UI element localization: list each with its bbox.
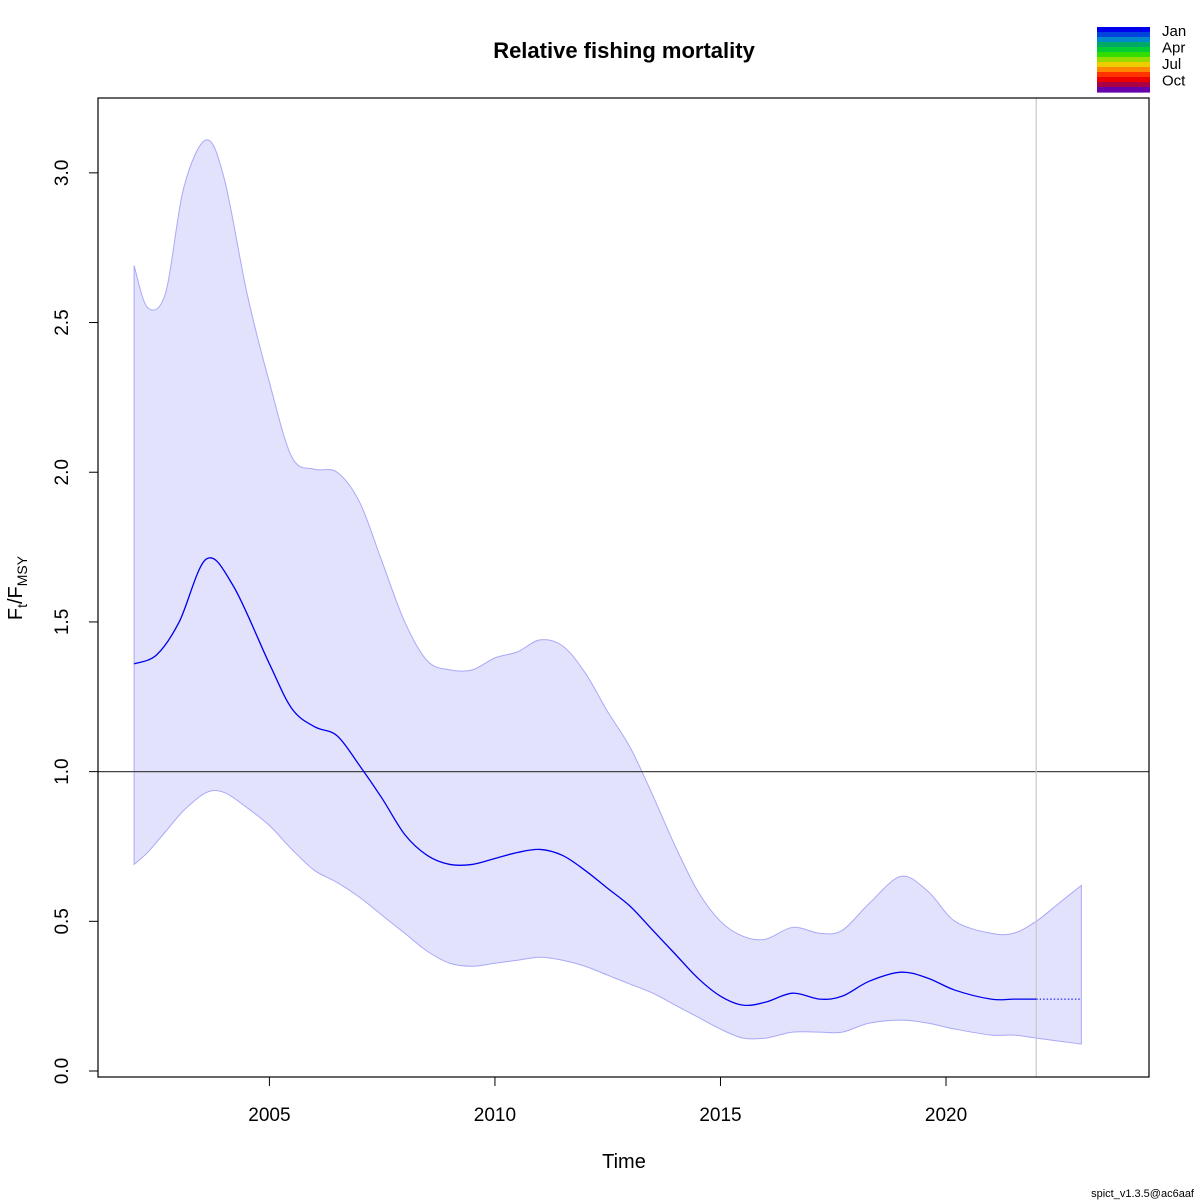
legend-swatch (1097, 47, 1150, 53)
y-tick-label: 2.5 (52, 309, 73, 335)
legend-swatch (1097, 82, 1150, 88)
legend-swatch (1097, 52, 1150, 58)
y-tick-label: 0.5 (52, 908, 73, 934)
x-tick-label: 2020 (925, 1105, 967, 1126)
x-tick-label: 2010 (474, 1105, 516, 1126)
x-axis: 2005 2010 2015 2020 (248, 1076, 967, 1126)
chart-title: Relative fishing mortality (493, 38, 755, 63)
y-tick-label: 1.0 (52, 758, 73, 784)
y-tick-label: 2.0 (52, 459, 73, 485)
x-tick-label: 2015 (699, 1105, 741, 1126)
y-tick-label: 3.0 (52, 160, 73, 186)
legend-swatch (1097, 32, 1150, 38)
legend-swatch (1097, 42, 1150, 48)
legend-swatch (1097, 57, 1150, 63)
legend-swatch (1097, 77, 1150, 83)
plot-area (97, 97, 1150, 1078)
legend-label: Oct (1162, 73, 1186, 90)
legend-label: Apr (1162, 40, 1185, 57)
legend-swatch (1097, 67, 1150, 73)
confidence-band (133, 139, 1082, 1045)
legend-swatch (1097, 87, 1150, 93)
estimate-line (133, 557, 1037, 1007)
version-footer: spict_v1.3.5@ac6aaf (1091, 1188, 1195, 1200)
x-axis-label: Time (602, 1151, 646, 1173)
legend-swatch (1097, 62, 1150, 68)
legend-swatch (1097, 27, 1150, 33)
legend-label: Jan (1162, 23, 1186, 40)
y-axis: 0.0 0.5 1.0 1.5 2.0 2.5 3.0 (52, 160, 99, 1084)
legend-swatch (1097, 37, 1150, 43)
x-tick-label: 2005 (248, 1105, 290, 1126)
y-tick-label: 0.0 (52, 1058, 73, 1084)
y-axis-label: Ft/FMSY (5, 555, 30, 620)
y-tick-label: 1.5 (52, 609, 73, 635)
legend-swatch (1097, 72, 1150, 78)
legend-label: Jul (1162, 56, 1181, 73)
